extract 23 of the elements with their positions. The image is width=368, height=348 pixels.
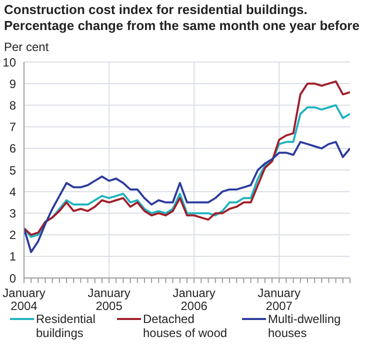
x-tick-label: January 2006 — [172, 286, 216, 313]
x-tick-label: January 2005 — [88, 286, 130, 313]
y-tick-label: 6 — [9, 142, 16, 156]
y-tick-label: 10 — [2, 55, 16, 70]
y-tick-label: 2 — [9, 228, 16, 242]
legend-label: Multi-dwelling houses — [268, 312, 342, 340]
line-series — [24, 104, 350, 238]
line-series — [24, 140, 350, 254]
chart-title: Construction cost index for residential buildings. Percentage change from the same month one year before — [4, 2, 360, 34]
line-series — [24, 80, 350, 236]
x-tick-label: January 2007 — [258, 286, 300, 313]
x-tick-label: January 2004 — [2, 286, 46, 313]
y-tick-label: 5 — [9, 163, 16, 178]
y-tick-label: 3 — [9, 206, 16, 220]
legend-label: Residential buildings — [36, 312, 96, 340]
y-tick-label: 4 — [9, 184, 16, 199]
y-tick-label: 0 — [9, 271, 16, 286]
y-tick-label: 8 — [9, 98, 16, 112]
y-tick-label: 1 — [9, 250, 16, 264]
y-tick-label: 9 — [9, 76, 16, 91]
legend-label: Detached houses of wood — [143, 312, 228, 340]
y-axis-title: Per cent — [4, 40, 49, 54]
y-tick-label: 7 — [9, 120, 16, 134]
